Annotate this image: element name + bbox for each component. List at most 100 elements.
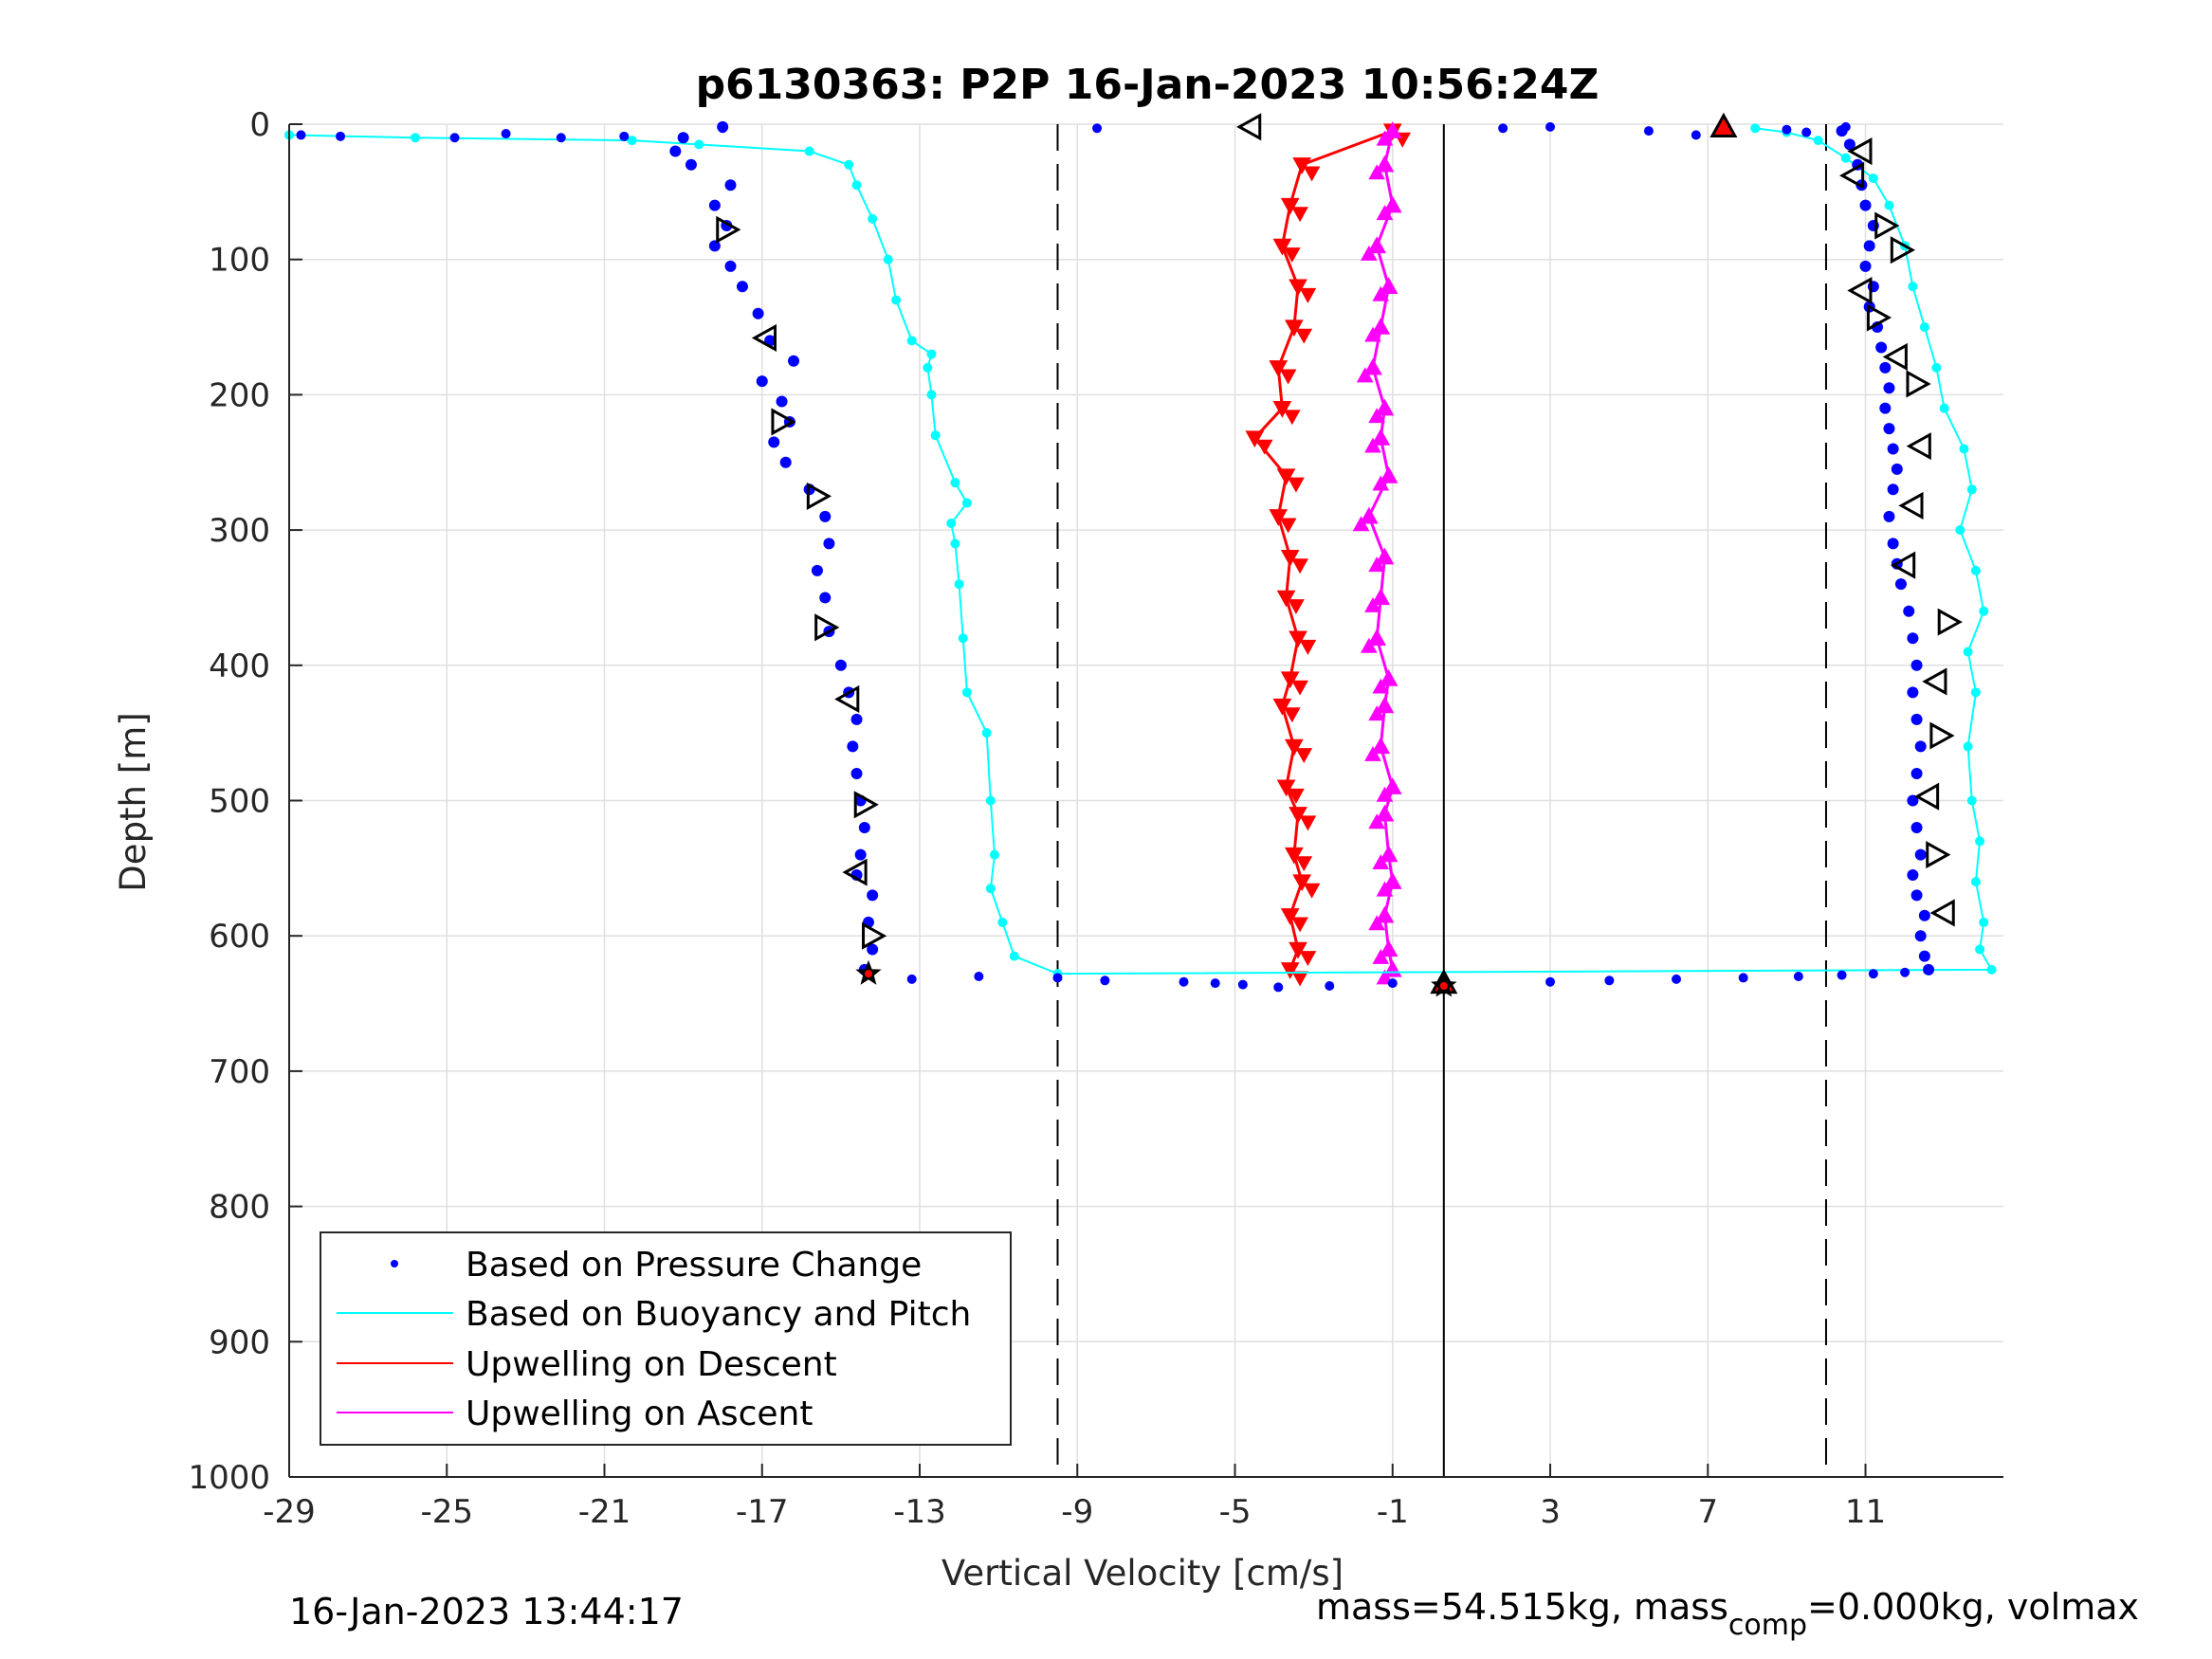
pressure-point xyxy=(1910,659,1923,671)
pressure-point xyxy=(1887,538,1899,550)
pressure-point xyxy=(1910,889,1923,902)
pressure-point xyxy=(1237,979,1248,990)
upwelling-ascent-marker xyxy=(1352,516,1370,532)
buoyancy-point xyxy=(851,180,862,191)
buoyancy-point xyxy=(981,728,992,738)
buoyancy-point xyxy=(1963,647,1973,657)
y-tick-label: 400 xyxy=(209,647,270,685)
upwelling-descent-marker xyxy=(1283,247,1301,264)
pressure-point xyxy=(779,456,792,468)
pressure-point xyxy=(1691,130,1701,140)
x-tick-label: -13 xyxy=(893,1493,946,1531)
pressure-point xyxy=(788,355,800,367)
upwelling-ascent-marker xyxy=(1376,881,1394,897)
filled-triangle-up-marker xyxy=(1709,112,1738,137)
upwelling-descent-marker xyxy=(1295,748,1313,764)
reference-lines xyxy=(1056,124,1827,1477)
pressure-point xyxy=(819,592,832,604)
open-triangle-right-marker xyxy=(806,482,832,510)
upwelling-ascent-marker xyxy=(1371,318,1391,335)
upwelling-descent-marker xyxy=(1291,207,1308,223)
buoyancy-point xyxy=(627,136,637,146)
buoyancy-point xyxy=(694,139,704,150)
pressure-point xyxy=(1914,848,1927,861)
y-tick-label: 0 xyxy=(249,106,270,144)
y-tick-label: 500 xyxy=(209,783,270,821)
pressure-point xyxy=(449,133,460,143)
upwelling-descent-marker xyxy=(1288,599,1305,615)
footer-mass-rest: =0.000kg, volmax xyxy=(1807,1586,2139,1628)
pressure-point xyxy=(1910,767,1923,779)
upwelling-ascent-marker xyxy=(1368,705,1385,721)
pressure-point xyxy=(1879,402,1892,414)
pressure-point xyxy=(1887,483,1899,496)
pressure-point xyxy=(1910,822,1923,834)
upwelling-ascent-marker xyxy=(1368,556,1385,573)
upwelling-descent-marker xyxy=(1280,962,1300,979)
open-triangle-left-marker xyxy=(1847,276,1873,305)
pressure-point xyxy=(1604,975,1615,986)
pressure-point xyxy=(847,740,859,753)
buoyancy-point xyxy=(1979,917,1989,927)
pressure-point xyxy=(1903,605,1915,617)
x-tick-label: -1 xyxy=(1377,1493,1409,1531)
pressure-point xyxy=(974,972,984,982)
pressure-point xyxy=(1894,578,1907,591)
buoyancy-point xyxy=(1813,136,1823,146)
buoyancy-point xyxy=(1959,444,1969,454)
pressure-point xyxy=(677,132,689,144)
buoyancy-point xyxy=(958,633,968,644)
pressure-point xyxy=(776,395,788,408)
pressure-point xyxy=(1801,127,1812,137)
open-triangle-right-marker xyxy=(862,921,887,950)
pressure-point xyxy=(906,974,917,984)
upwelling-ascent-marker xyxy=(1364,437,1381,453)
upwelling-descent-marker xyxy=(1280,908,1300,925)
upwelling-ascent-marker xyxy=(1368,813,1385,830)
buoyancy-point xyxy=(1955,525,1965,536)
pressure-point xyxy=(1910,713,1923,725)
pressure-point xyxy=(1643,126,1654,137)
upwelling-ascent-marker xyxy=(1375,547,1395,565)
pressure-point xyxy=(1179,976,1189,987)
open-triangle-left-marker xyxy=(1838,161,1865,190)
buoyancy-point xyxy=(891,295,902,305)
upwelling-ascent-marker xyxy=(1368,164,1385,180)
footer-mass: mass=54.515kg, masscomp=0.000kg, volmax xyxy=(1316,1586,2139,1642)
pressure-point xyxy=(819,510,832,522)
upwelling-ascent-marker xyxy=(1376,130,1394,146)
upwelling-descent-marker xyxy=(1283,410,1301,426)
x-tick-label: -21 xyxy=(578,1493,631,1531)
x-tick-label: 3 xyxy=(1540,1493,1561,1531)
buoyancy-point xyxy=(411,133,421,143)
pressure-point xyxy=(1545,121,1556,132)
open-triangle-left-marker xyxy=(1906,432,1931,461)
pressure-point xyxy=(1782,124,1792,135)
buoyancy-point xyxy=(997,917,1008,927)
buoyancy-point xyxy=(1868,173,1878,184)
upwelling-descent-marker xyxy=(1289,807,1307,824)
pressure-point xyxy=(724,260,737,272)
pressure-point xyxy=(1887,443,1899,455)
upwelling-descent-marker xyxy=(1272,238,1292,256)
pressure-point xyxy=(1273,982,1284,993)
buoyancy-point xyxy=(961,498,972,508)
pressure-point xyxy=(752,307,764,319)
pressure-point xyxy=(1052,973,1063,983)
y-tick-label: 100 xyxy=(209,242,270,280)
buoyancy-point xyxy=(961,687,972,698)
pressure-point xyxy=(1325,980,1335,991)
upwelling-ascent-marker xyxy=(1375,398,1395,416)
legend-pressure-swatch xyxy=(391,1260,398,1267)
upwelling-descent-marker xyxy=(1291,917,1308,933)
legend: Based on Pressure Change Based on Buoyan… xyxy=(320,1231,1012,1446)
pressure-point xyxy=(1907,794,1919,807)
buoyancy-point xyxy=(1979,606,1989,616)
upwelling-descent-marker xyxy=(1285,847,1304,865)
upwelling-descent-marker xyxy=(1303,883,1321,899)
upwelling-ascent-marker xyxy=(1371,428,1391,446)
upwelling-ascent-marker xyxy=(1372,854,1390,870)
pressure-point xyxy=(1387,978,1398,989)
buoyancy-point xyxy=(868,213,878,224)
pressure-point xyxy=(1210,978,1220,989)
